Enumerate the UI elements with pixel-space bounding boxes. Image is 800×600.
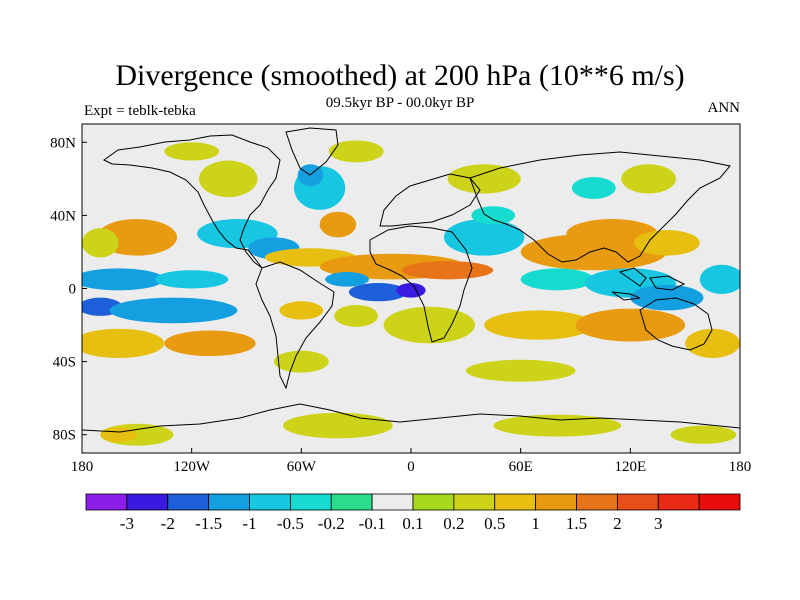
- field-region-25: [471, 206, 516, 225]
- y-tick-label-2: 0: [69, 282, 77, 298]
- colorbar-swatch-9: [453, 493, 496, 511]
- field-region-41: [100, 427, 137, 443]
- colorbar-swatch-4: [249, 493, 291, 511]
- coastline-north-america: [103, 134, 281, 269]
- x-tick-label-5: 120E: [614, 459, 646, 475]
- colorbar-label-4: -0.5: [277, 514, 304, 533]
- plot-area: [81, 123, 741, 454]
- colorbar-swatch-5: [289, 493, 332, 511]
- field-region-1: [82, 228, 119, 258]
- colorbar-label-10: 1: [531, 514, 540, 533]
- season-label: ANN: [707, 100, 741, 116]
- field-region-39: [571, 177, 616, 199]
- colorbar-label-9: 0.5: [484, 514, 505, 533]
- field-region-11: [82, 268, 165, 291]
- period-subtitle: 09.5kyr BP - 00.0kyr BP: [325, 95, 475, 111]
- experiment-label: Expt = teblk-tebka: [84, 103, 196, 119]
- field-region-35: [685, 328, 740, 358]
- colorbar-label-1: -2: [161, 514, 175, 533]
- colorbar-swatch-6: [330, 493, 373, 511]
- colorbar: -3 -2 -1.5 -1 -0.5 -0.2 -0.1 0.1 0.2 0.5 1 1.5 2 3: [85, 493, 741, 533]
- colorbar-label-12: 2: [613, 514, 622, 533]
- field-region-28: [633, 230, 700, 256]
- x-tick-label-4: 60E: [509, 459, 533, 475]
- field-region-18: [279, 301, 324, 320]
- divergence-field: [82, 140, 740, 446]
- coastline-africa-europe: [369, 173, 481, 343]
- field-region-38: [621, 164, 677, 194]
- x-tick-label-1: 120W: [173, 459, 211, 475]
- colorbar-label-7: 0.1: [402, 514, 423, 533]
- x-tick-label-6: 180: [729, 459, 752, 475]
- field-region-46: [164, 142, 220, 161]
- y-tick-label-0: 80N: [50, 135, 76, 151]
- plot-title: Divergence (smoothed) at 200 hPa (10**6 …: [115, 59, 685, 92]
- colorbar-label-6: -0.1: [359, 514, 386, 533]
- y-tick-label-1: 40N: [50, 208, 76, 224]
- colorbar-swatch-3: [208, 493, 250, 511]
- x-tick-label-2: 60W: [287, 459, 317, 475]
- colorbar-label-8: 0.2: [443, 514, 464, 533]
- colorbar-label-13: 3: [654, 514, 663, 533]
- field-region-37: [447, 164, 521, 194]
- field-region-14: [396, 283, 426, 298]
- field-region-17: [109, 297, 238, 324]
- field-region-34: [575, 308, 686, 342]
- field-region-7: [319, 211, 357, 238]
- field-region-13: [348, 283, 408, 302]
- y-tick-label-3: 40S: [53, 355, 76, 371]
- field-region-4: [198, 160, 258, 198]
- colorbar-swatch-14: [657, 493, 700, 511]
- field-region-10: [401, 261, 494, 280]
- x-tick-label-3: 0: [407, 459, 415, 475]
- x-axis-ticks: 180 120W 60W 0 60E 120E 180: [71, 448, 752, 475]
- x-tick-label-0: 180: [71, 459, 94, 475]
- field-region-24: [443, 219, 525, 256]
- coastline-australia: [639, 297, 713, 351]
- field-region-31: [630, 284, 704, 311]
- coastline-south-america: [255, 261, 335, 390]
- colorbar-label-5: -0.2: [318, 514, 345, 533]
- field-region-45: [328, 140, 384, 163]
- colorbar-swatch-15: [698, 493, 741, 511]
- coastline-antarctica: [82, 403, 740, 433]
- colorbar-swatch-2: [167, 493, 210, 511]
- field-region-42: [283, 412, 393, 439]
- y-axis-ticks: 80N 40N 0 40S 80S: [50, 135, 87, 444]
- coastline-maritime-continent: [611, 267, 686, 301]
- colorbar-label-0: -3: [120, 514, 134, 533]
- field-region-36: [465, 359, 576, 382]
- colorbar-swatch-11: [535, 493, 577, 511]
- colorbar-label-11: 1.5: [566, 514, 587, 533]
- colorbar-label-3: -1: [242, 514, 256, 533]
- colorbar-swatch-13: [616, 493, 659, 511]
- colorbar-swatch-12: [576, 493, 618, 511]
- field-region-33: [484, 310, 594, 340]
- colorbar-label-2: -1.5: [195, 514, 222, 533]
- field-region-23: [383, 306, 475, 344]
- coastline-asia: [469, 151, 731, 263]
- field-region-43: [493, 414, 622, 437]
- field-region-12: [155, 270, 229, 289]
- field-region-20: [82, 328, 165, 358]
- colorbar-swatch-10: [494, 493, 537, 511]
- colorbar-swatch-8: [412, 493, 455, 511]
- field-region-21: [164, 330, 256, 357]
- field-region-29: [520, 268, 594, 291]
- colorbar-swatch-0: [85, 493, 128, 511]
- field-region-44: [670, 425, 737, 444]
- colorbar-swatch-7: [371, 493, 414, 511]
- colorbar-swatch-1: [126, 493, 169, 511]
- y-tick-label-4: 80S: [53, 428, 76, 444]
- field-region-15: [325, 272, 369, 287]
- field-region-19: [334, 304, 379, 327]
- coastlines: [82, 127, 740, 433]
- field-region-32: [699, 264, 740, 294]
- coastline-greenland: [285, 127, 339, 176]
- field-region-22: [273, 350, 329, 373]
